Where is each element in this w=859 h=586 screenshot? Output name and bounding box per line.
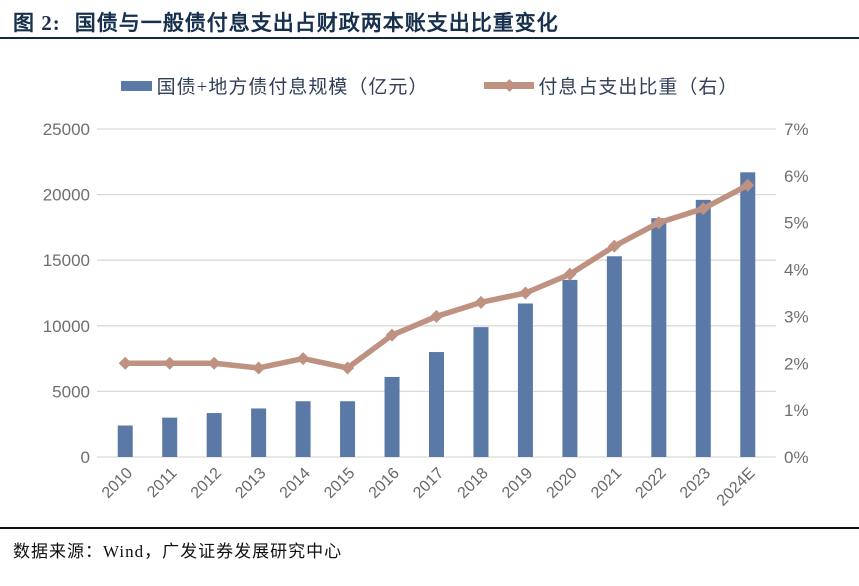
- marker-2011: [163, 356, 177, 370]
- svg-text:2017: 2017: [410, 465, 447, 502]
- legend-label-bar-series: 国债+地方债付息规模（亿元）: [156, 77, 429, 98]
- y-axis-left-labels: 25000 20000 15000 10000 5000 0: [43, 120, 90, 467]
- bar-2021: [606, 256, 622, 457]
- bar-2010: [117, 425, 133, 457]
- bar-2018: [473, 327, 489, 457]
- y-axis-right-labels: 7% 6% 5% 4% 3% 2% 1% 0%: [784, 120, 809, 467]
- bar-2017: [429, 352, 444, 457]
- svg-text:2023: 2023: [677, 465, 714, 502]
- bar-2012: [206, 413, 222, 457]
- marker-2023: [696, 202, 710, 216]
- svg-text:2021: 2021: [588, 465, 625, 502]
- figure-number-label: 图 2:: [13, 11, 61, 35]
- marker-2013: [252, 361, 266, 375]
- svg-text:2019: 2019: [499, 465, 536, 502]
- svg-text:2011: 2011: [144, 465, 180, 501]
- svg-text:2015: 2015: [321, 465, 358, 502]
- svg-text:2022: 2022: [632, 465, 669, 502]
- svg-text:10000: 10000: [43, 317, 90, 336]
- bar-2015: [340, 401, 356, 457]
- x-axis-labels: 2010 2011 2012 2013 2014 2015 2016 2017 2018 2019…: [99, 465, 759, 510]
- svg-text:2016: 2016: [366, 465, 403, 502]
- bar-2024E: [740, 172, 756, 457]
- marker-2019: [518, 286, 532, 300]
- footer-divider: [0, 527, 859, 529]
- svg-text:3%: 3%: [784, 307, 809, 326]
- svg-text:2013: 2013: [232, 465, 269, 502]
- svg-text:2%: 2%: [784, 354, 809, 373]
- bar-2016: [384, 376, 400, 457]
- marker-2022: [652, 216, 666, 230]
- svg-text:0: 0: [81, 448, 90, 467]
- svg-text:4%: 4%: [784, 261, 809, 280]
- svg-text:2020: 2020: [544, 465, 581, 502]
- bar-series-swatch: [120, 80, 152, 91]
- line-series: [118, 178, 755, 375]
- figure-title-text: 国债与一般债付息支出占财政两本账支出比重变化: [74, 11, 559, 35]
- svg-text:25000: 25000: [43, 120, 90, 139]
- marker-2017: [430, 309, 443, 323]
- marker-2024E: [741, 178, 755, 192]
- svg-text:2014: 2014: [277, 465, 314, 502]
- legend-label-line-series: 付息占支出比重（右）: [538, 77, 739, 98]
- line-series-swatch: [484, 79, 535, 92]
- svg-text:0%: 0%: [784, 448, 809, 467]
- data-source: 数据来源：Wind，广发证券发展研究中心: [13, 542, 343, 561]
- legend-item-line-series: 付息占支出比重（右）: [484, 72, 738, 99]
- svg-text:5%: 5%: [784, 214, 809, 233]
- chart-canvas: 25000 20000 15000 10000 5000 0 7% 6% 5% 4% 3% 2% 1% 0…: [43, 120, 809, 510]
- bar-2011: [162, 417, 178, 457]
- svg-text:1%: 1%: [784, 401, 809, 420]
- bar-2020: [562, 279, 578, 457]
- chart-legend: 国债+地方债付息规模（亿元） 付息占支出比重（右）: [0, 72, 859, 99]
- svg-text:15000: 15000: [43, 251, 90, 270]
- bar-series: [117, 172, 756, 457]
- svg-text:2018: 2018: [455, 465, 492, 502]
- marker-2016: [385, 328, 399, 342]
- marker-2018: [474, 295, 488, 309]
- svg-text:2012: 2012: [188, 465, 225, 502]
- chart-area: 25000 20000 15000 10000 5000 0 7% 6% 5% 4% 3% 2% 1% 0…: [0, 105, 859, 525]
- marker-2021: [607, 239, 621, 253]
- svg-text:5000: 5000: [52, 382, 90, 401]
- svg-text:7%: 7%: [784, 120, 809, 139]
- svg-text:6%: 6%: [784, 167, 809, 186]
- bar-2023: [695, 199, 711, 457]
- marker-2010: [118, 356, 132, 370]
- marker-2015: [341, 361, 355, 375]
- marker-2014: [296, 352, 310, 366]
- bar-2013: [251, 408, 267, 457]
- svg-text:2024E: 2024E: [714, 465, 759, 510]
- svg-text:2010: 2010: [99, 465, 136, 502]
- figure-title: 图 2: 国债与一般债付息支出占财政两本账支出比重变化: [13, 7, 849, 37]
- legend-item-bar-series: 国债+地方债付息规模（亿元）: [120, 72, 429, 99]
- bar-2019: [517, 303, 533, 457]
- bar-2014: [295, 401, 311, 457]
- svg-text:20000: 20000: [43, 186, 90, 205]
- bar-2022: [651, 218, 667, 457]
- marker-2020: [563, 267, 577, 281]
- marker-2012: [207, 356, 221, 370]
- title-underline: [0, 37, 859, 39]
